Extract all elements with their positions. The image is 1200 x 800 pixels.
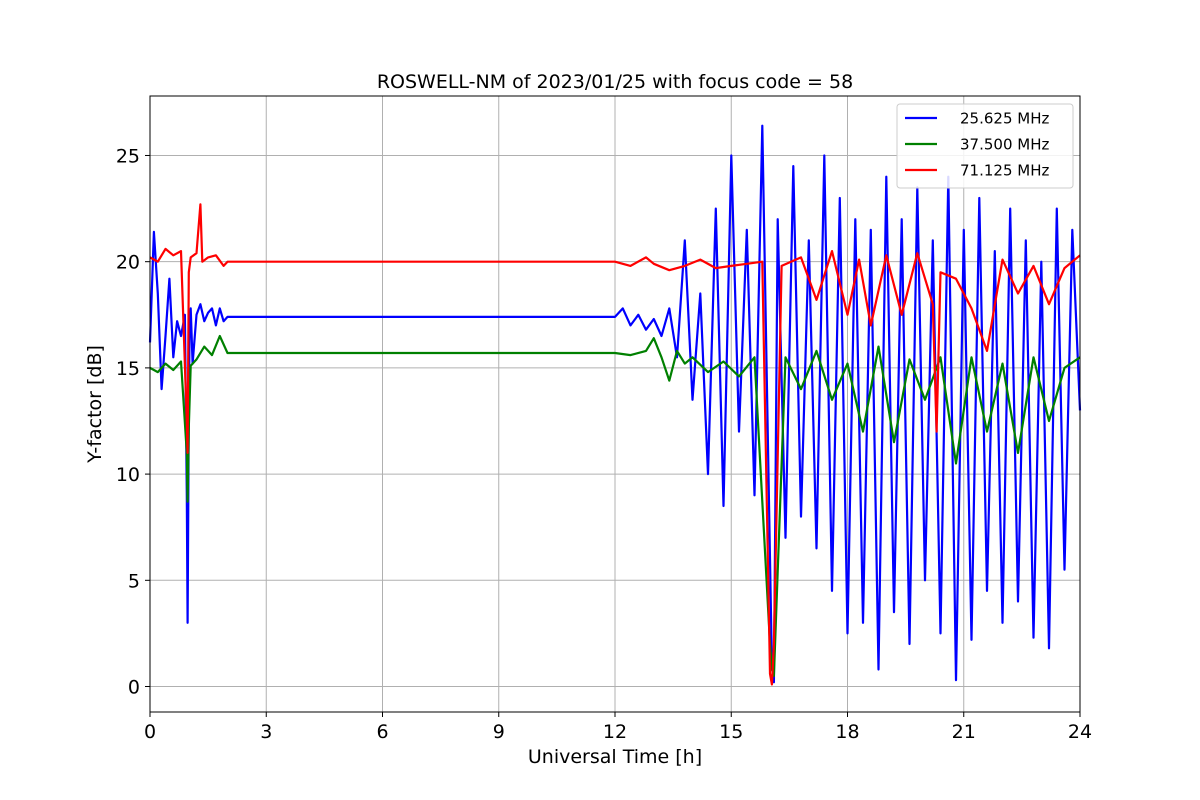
x-axis-label: Universal Time [h]	[528, 746, 702, 768]
series-line-1	[149, 334, 1081, 678]
y-tick-label: 25	[116, 145, 140, 167]
x-tick-label: 24	[1068, 721, 1092, 743]
series-line-2	[149, 203, 1081, 686]
y-tick-label: 0	[128, 677, 140, 699]
legend-label: 25.625 MHz	[960, 110, 1049, 128]
legend-box	[896, 103, 1074, 189]
x-tick-label: 12	[603, 721, 627, 743]
y-tick-label: 20	[116, 252, 140, 274]
y-tick-label: 15	[116, 358, 140, 380]
x-tick-label: 9	[493, 721, 505, 743]
y-tick-label: 10	[116, 464, 140, 486]
x-tick-label: 21	[952, 721, 976, 743]
x-tick-label: 0	[144, 721, 156, 743]
legend-label: 71.125 MHz	[960, 162, 1049, 180]
chart-title: ROSWELL-NM of 2023/01/25 with focus code…	[377, 71, 853, 93]
x-tick-label: 18	[835, 721, 859, 743]
axis-ticks: 0 3 6 9 12 15 18 21 24 0 5 10 15 20 25	[116, 145, 1092, 743]
x-tick-label: 3	[260, 721, 272, 743]
y-axis-label: Y-factor [dB]	[84, 345, 106, 464]
legend-label: 37.500 MHz	[960, 136, 1049, 154]
legend: 25.625 MHz 37.500 MHz 71.125 MHz	[896, 103, 1074, 189]
series-lines	[148, 124, 1082, 686]
x-tick-label: 6	[376, 721, 388, 743]
series-line-0	[148, 124, 1082, 684]
y-tick-label: 5	[128, 570, 140, 592]
x-tick-label: 15	[719, 721, 743, 743]
